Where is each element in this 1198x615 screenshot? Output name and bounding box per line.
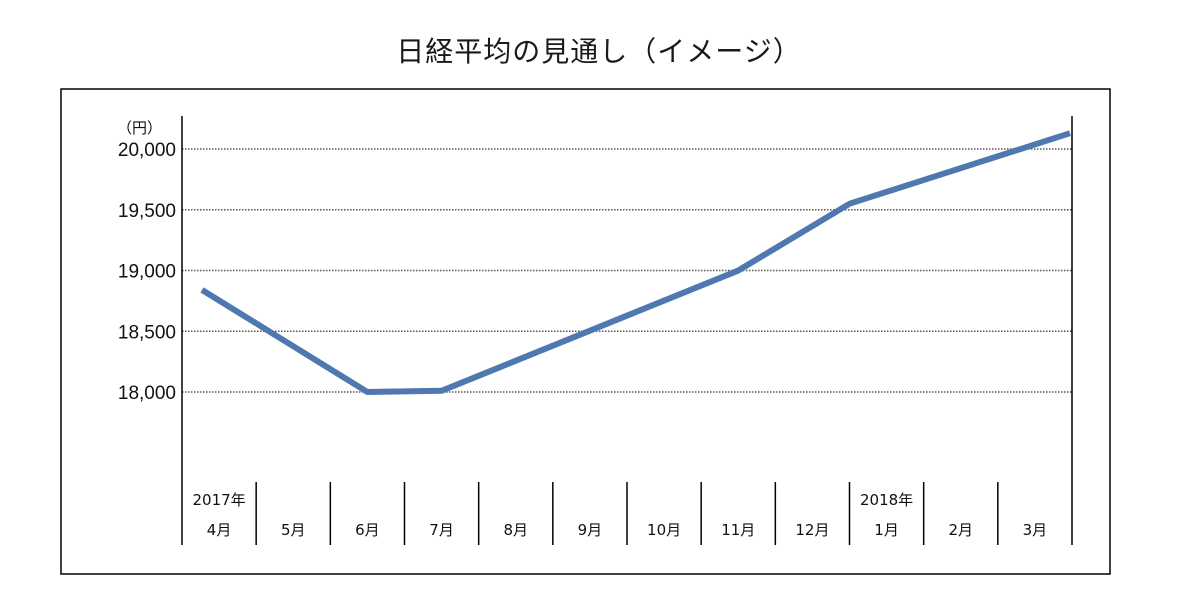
series-layer xyxy=(200,130,1071,396)
category-month-label: 3月 xyxy=(1023,521,1048,539)
category-month-label: 9月 xyxy=(578,521,603,539)
category-month-label: 2月 xyxy=(948,521,973,539)
category-year-label: 2017年 xyxy=(192,491,245,509)
category-month-label: 8月 xyxy=(503,521,528,539)
category-dividers xyxy=(255,482,999,545)
y-tick-label: 19,500 xyxy=(118,201,176,222)
category-month-label: 7月 xyxy=(429,521,454,539)
category-month-label: 12月 xyxy=(795,521,829,539)
y-tick-label: 20,000 xyxy=(118,140,176,161)
y-tick-label: 18,500 xyxy=(118,322,176,343)
category-month-label: 5月 xyxy=(281,521,306,539)
grid-layer xyxy=(181,116,1073,545)
category-month-label: 1月 xyxy=(874,521,899,539)
chart-frame xyxy=(60,88,1111,575)
chart-title: 日経平均の見通し（イメージ） xyxy=(396,35,802,68)
y-tick-labels: 18,000 18,500 19,000 19,500 20,000 xyxy=(118,140,176,404)
category-month-label: 10月 xyxy=(647,521,681,539)
category-labels: 2017年 4月 5月 6月 7月 8月 9月 10月 11月 12月 2018年 1月 2月 3月 xyxy=(192,491,1047,539)
y-tick-label: 19,000 xyxy=(118,262,176,283)
y-axis-unit-label: （円） xyxy=(117,119,162,137)
category-month-label: 6月 xyxy=(355,521,380,539)
category-month-label: 4月 xyxy=(207,521,232,539)
category-month-label: 11月 xyxy=(721,521,755,539)
y-tick-label: 18,000 xyxy=(118,383,176,404)
series-line xyxy=(200,130,1071,396)
category-year-label: 2018年 xyxy=(860,491,913,509)
